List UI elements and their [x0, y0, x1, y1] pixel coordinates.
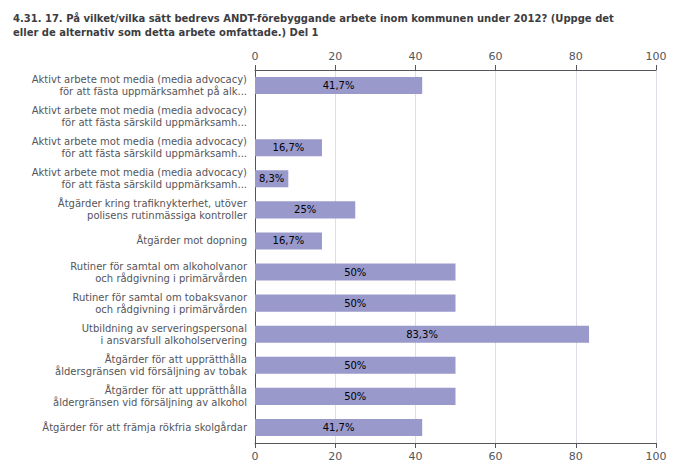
svg-text:0: 0 — [252, 50, 259, 63]
svg-text:60: 60 — [489, 50, 503, 63]
svg-text:80: 80 — [569, 450, 583, 463]
svg-text:Åtgärder mot dopning: Åtgärder mot dopning — [136, 234, 247, 246]
svg-text:och rådgivning i primärvården: och rådgivning i primärvården — [95, 303, 247, 315]
svg-text:80: 80 — [569, 50, 583, 63]
svg-text:Aktivt arbete mot media (media: Aktivt arbete mot media (media advocacy) — [32, 74, 247, 85]
svg-text:Aktivt arbete mot media (media: Aktivt arbete mot media (media advocacy) — [32, 136, 247, 147]
svg-text:Åtgärder kring trafiknykterhet: Åtgärder kring trafiknykterhet, utöver — [58, 197, 248, 209]
svg-text:Rutiner för samtal om alkoholv: Rutiner för samtal om alkoholvanor — [70, 261, 248, 272]
svg-text:0: 0 — [252, 450, 259, 463]
svg-text:Utbildning av serveringsperson: Utbildning av serveringspersonal — [82, 323, 247, 334]
svg-text:åldersgränsen vid försäljning: åldersgränsen vid försäljning av tobak — [55, 365, 247, 377]
svg-text:eller de alternativ som detta: eller de alternativ som detta arbete omf… — [13, 27, 319, 38]
svg-text:50%: 50% — [344, 360, 366, 371]
svg-text:åldergränsen vid försäljning a: åldergränsen vid försäljning av alkohol — [53, 396, 247, 408]
svg-text:40: 40 — [408, 450, 422, 463]
svg-text:Aktivt arbete mot media (media: Aktivt arbete mot media (media advocacy) — [32, 105, 247, 116]
svg-text:50%: 50% — [344, 267, 366, 278]
svg-text:Åtgärder för att upprätthålla: Åtgärder för att upprätthålla — [105, 384, 247, 396]
svg-text:polisens rutinmässiga kontroll: polisens rutinmässiga kontroller — [87, 210, 248, 221]
svg-text:8,3%: 8,3% — [259, 173, 284, 184]
svg-text:20: 20 — [328, 50, 342, 63]
svg-text:för att fästa särskild uppmärk: för att fästa särskild uppmärksamh... — [62, 148, 247, 159]
svg-text:50%: 50% — [344, 298, 366, 309]
svg-text:50%: 50% — [344, 391, 366, 402]
svg-text:83,3%: 83,3% — [406, 329, 438, 340]
svg-text:60: 60 — [489, 450, 503, 463]
svg-text:i ansvarsfull alkoholservering: i ansvarsfull alkoholservering — [101, 335, 247, 346]
svg-text:100: 100 — [646, 50, 667, 63]
svg-text:för att fästa särskild uppmärk: för att fästa särskild uppmärksamh... — [62, 179, 247, 190]
svg-text:för att fästa särskild uppmärk: för att fästa särskild uppmärksamh... — [62, 117, 247, 128]
svg-text:Aktivt arbete mot media (media: Aktivt arbete mot media (media advocacy) — [32, 167, 247, 178]
svg-text:41,7%: 41,7% — [323, 422, 355, 433]
svg-text:40: 40 — [408, 50, 422, 63]
svg-text:och rådgivning i primärvården: och rådgivning i primärvården — [95, 272, 247, 284]
svg-text:för att fästa uppmärksamhet på: för att fästa uppmärksamhet på alk... — [59, 85, 247, 97]
svg-text:100: 100 — [646, 450, 667, 463]
svg-text:Rutiner för samtal om tobaksva: Rutiner för samtal om tobaksvanor — [73, 292, 248, 303]
svg-text:20: 20 — [328, 450, 342, 463]
svg-text:Åtgärder för att upprätthålla: Åtgärder för att upprätthålla — [105, 353, 247, 365]
svg-text:Åtgärder för att främja rökfri: Åtgärder för att främja rökfria skolgård… — [42, 421, 248, 433]
svg-text:41,7%: 41,7% — [323, 80, 355, 91]
svg-text:16,7%: 16,7% — [273, 235, 305, 246]
svg-text:16,7%: 16,7% — [273, 142, 305, 153]
svg-text:4.31. 17. På vilket/vilka sätt: 4.31. 17. På vilket/vilka sätt bedrevs A… — [13, 12, 614, 24]
svg-text:25%: 25% — [294, 204, 316, 215]
